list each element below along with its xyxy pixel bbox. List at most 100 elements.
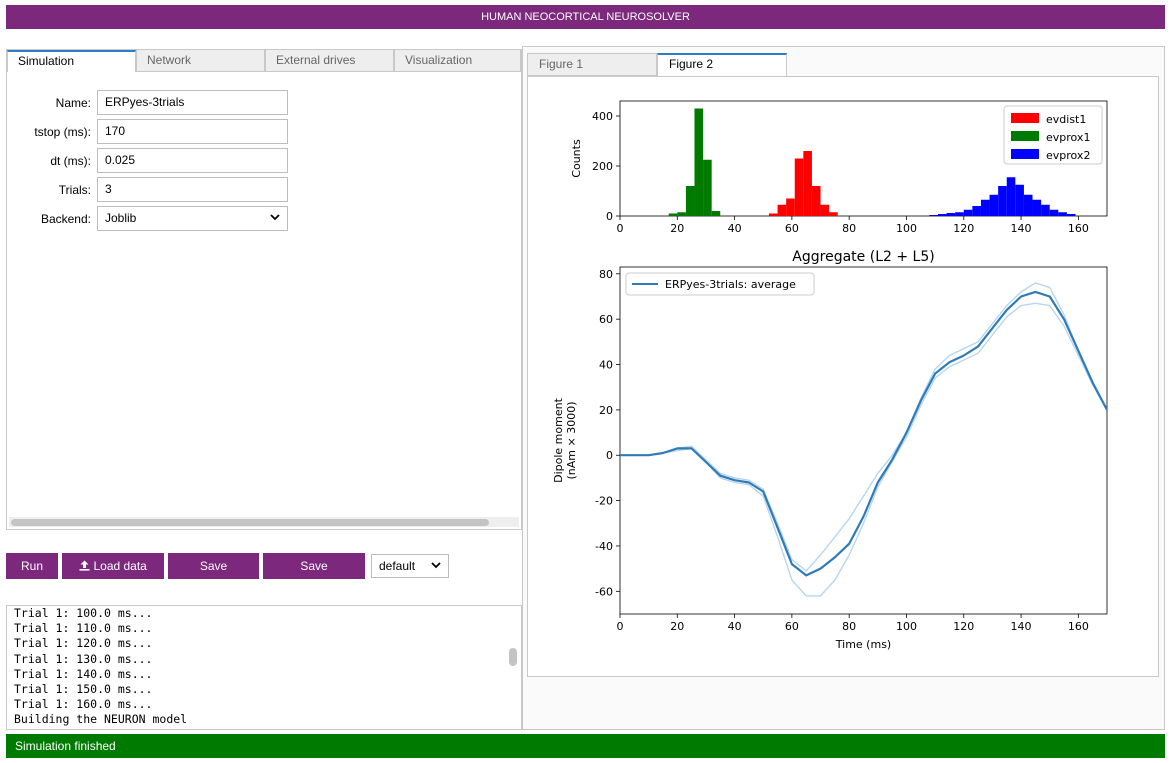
dipole-x-tick-label: 100: [896, 620, 917, 633]
dipole-legend-label: ERPyes-3trials: average: [665, 278, 796, 291]
hist-x-tick-label: 100: [896, 222, 917, 235]
horizontal-scrollbar[interactable]: [9, 517, 519, 527]
dipole-x-tick-label: 0: [617, 620, 624, 633]
tab-external-drives[interactable]: External drives: [265, 50, 394, 72]
log-scrollbar-thumb[interactable]: [509, 648, 517, 666]
tstop-label: tstop (ms):: [34, 124, 91, 139]
load-data-button[interactable]: Load data (0): [62, 553, 164, 599]
left-tab-bar: Simulation Network External drives Visua…: [7, 50, 521, 72]
dt-label: dt (ms):: [50, 153, 91, 168]
tab-visualization[interactable]: Visualization: [394, 50, 521, 72]
simulation-form: Name: ERPyes-3trials tstop (ms): 170 dt …: [7, 72, 521, 233]
hist-bar-evdist1: [803, 151, 812, 216]
log-output: Trial 1: 100.0 ms... Trial 1: 110.0 ms..…: [6, 605, 522, 730]
dt-row: dt (ms): 0.025: [7, 146, 521, 175]
figure-svg: 0 20 40 60 80 100 120 140 1600200400Countsevdist…: [552, 100, 1108, 651]
hist-bar-evprox2: [963, 209, 973, 216]
log-line: Trial 1: 140.0 ms...: [14, 666, 153, 681]
figure-tab-bar: Figure 1 Figure 2: [527, 53, 787, 76]
save-simulation-button[interactable]: Save Simulation: [263, 553, 365, 599]
hist-y-tick-label: 400: [592, 110, 613, 123]
hist-legend-label-evdist1: evdist1: [1046, 113, 1086, 126]
hist-bar-evprox2: [937, 214, 947, 216]
hist-bar-evprox2: [972, 206, 981, 216]
hist-bar-evdist1: [768, 213, 778, 216]
log-line: Building the NEURON model: [14, 712, 188, 727]
status-bar: Simulation finished: [6, 734, 1165, 758]
hist-bar-evprox2: [980, 199, 990, 216]
name-field[interactable]: ERPyes-3trials: [97, 90, 288, 115]
dipole-x-tick-label: 140: [1011, 620, 1032, 633]
chevron-down-icon: [270, 214, 280, 221]
dt-field[interactable]: 0.025: [97, 148, 288, 173]
hist-bar-evprox1: [685, 186, 695, 216]
hist-x-tick-label: 0: [617, 222, 624, 235]
log-scrollbar[interactable]: [507, 606, 519, 729]
hist-bar-evprox1: [703, 159, 712, 216]
dipole-average-line: [620, 290, 1107, 577]
hist-bar-evprox2: [1032, 199, 1042, 216]
run-button[interactable]: Run: [6, 553, 58, 579]
hist-legend-swatch-evdist1: [1011, 113, 1039, 123]
scrollbar-thumb[interactable]: [11, 519, 489, 526]
action-buttons: Run Load data (0) Save Network Save Simu…: [6, 553, 449, 599]
hist-bar-evprox1: [677, 212, 686, 216]
hist-x-tick-label: 120: [953, 222, 974, 235]
hist-x-tick-label: 20: [670, 222, 684, 235]
upload-icon: [79, 560, 90, 571]
figure-canvas: 0 20 40 60 80 100 120 140 160 0 200 400 Counts evdist…: [527, 76, 1159, 677]
simulation-panel: Simulation Network External drives Visua…: [6, 49, 522, 530]
trials-field[interactable]: 3: [97, 177, 288, 202]
log-line: Trial 1: 150.0 ms...: [14, 681, 153, 696]
dipole-trial-line: [620, 282, 1107, 572]
hist-bar-evprox2: [1066, 214, 1076, 216]
tab-network[interactable]: Network: [136, 50, 265, 72]
hist-x-tick-label: 80: [842, 222, 856, 235]
hist-bar-evprox1: [711, 211, 721, 216]
hist-y-axis-label: Counts: [570, 139, 583, 178]
tstop-row: tstop (ms): 170: [7, 117, 521, 146]
simulation-dropdown[interactable]: default: [371, 554, 449, 578]
hist-x-tick-label: 160: [1068, 222, 1089, 235]
hist-y-tick-label: 0: [606, 210, 613, 223]
hist-bar-evprox2: [998, 186, 1007, 216]
hist-bar-evprox2: [1023, 194, 1033, 216]
hist-bar-evprox2: [989, 194, 999, 216]
hist-bar-evprox2: [946, 213, 956, 216]
dropdown-value: default: [379, 559, 416, 573]
hist-axes-frame: [619, 100, 1108, 217]
hist-bar-evprox2: [1058, 212, 1067, 216]
trials-row: Trials: 3: [7, 175, 521, 204]
dipole-x-tick-label: 80: [842, 620, 856, 633]
dipole-x-axis-label: Time (ms): [835, 638, 891, 651]
save-network-button[interactable]: Save Network: [168, 553, 259, 599]
dipole-title: Aggregate (L2 + L5): [792, 249, 934, 265]
backend-select[interactable]: Joblib: [97, 206, 288, 231]
hist-bar-evprox2: [1049, 209, 1059, 216]
hist-bar-evdist1: [829, 212, 838, 216]
chevron-down-icon: [431, 562, 441, 569]
tab-figure-2[interactable]: Figure 2: [657, 53, 787, 76]
hist-bar-evdist1: [811, 186, 821, 216]
hist-bar-evdist1: [777, 204, 787, 216]
dipole-x-tick-label: 40: [728, 620, 742, 633]
hist-legend-label-evprox2: evprox2: [1046, 149, 1090, 162]
hist-bar-evdist1: [820, 204, 830, 216]
tab-simulation[interactable]: Simulation: [7, 50, 136, 72]
backend-label: Backend:: [40, 211, 91, 226]
trials-label: Trials:: [58, 182, 91, 197]
dipole-x-tick-label: 60: [785, 620, 799, 633]
dipole-y-tick-label: 40: [599, 359, 613, 372]
hist-bar-evprox2: [929, 215, 938, 216]
dipole-y-tick-label: 0: [606, 449, 613, 462]
dipole-x-tick-label: 160: [1068, 620, 1089, 633]
hist-x-tick-label: 60: [785, 222, 799, 235]
name-label: Name:: [55, 95, 91, 110]
tstop-field[interactable]: 170: [97, 119, 288, 144]
log-line: Trial 1: 130.0 ms...: [14, 651, 153, 666]
dipole-x-tick-label: 20: [670, 620, 684, 633]
dipole-y-tick-label: 60: [599, 313, 613, 326]
dipole-y-tick-label: -60: [595, 585, 613, 598]
tab-figure-1[interactable]: Figure 1: [527, 53, 657, 76]
hist-legend-swatch-evprox2: [1011, 149, 1039, 159]
